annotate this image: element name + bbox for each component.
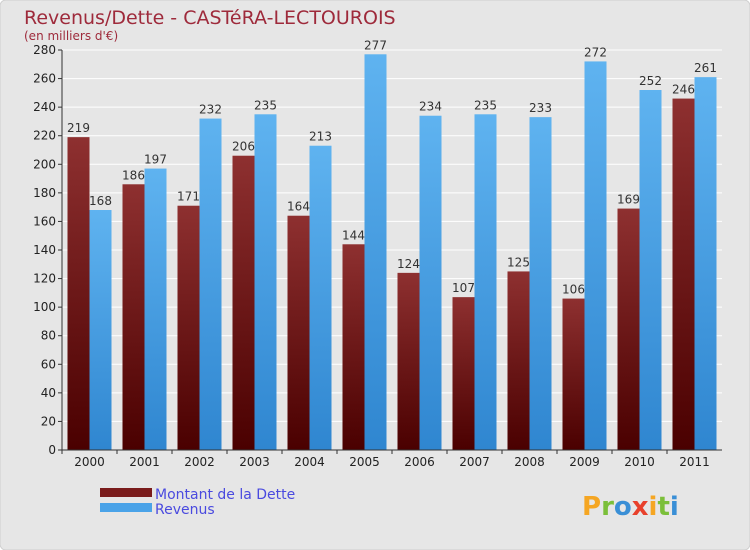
bar-dette bbox=[617, 208, 640, 450]
x-tick-label: 2003 bbox=[239, 455, 270, 469]
bar-dette bbox=[507, 271, 530, 450]
data-label: 206 bbox=[232, 140, 255, 154]
y-tick-label: 260 bbox=[33, 72, 56, 86]
bar-revenus bbox=[584, 61, 607, 451]
x-tick-label: 2008 bbox=[514, 455, 545, 469]
bar-revenus bbox=[694, 77, 717, 451]
data-label: 235 bbox=[474, 98, 497, 112]
data-label: 219 bbox=[67, 121, 90, 135]
logo-letter: o bbox=[614, 492, 632, 522]
proxiti-logo: Proxiti bbox=[582, 492, 679, 522]
logo-letter: i bbox=[649, 492, 658, 522]
bar-revenus bbox=[419, 115, 442, 450]
data-label: 164 bbox=[287, 200, 310, 214]
data-label: 186 bbox=[122, 168, 145, 182]
logo-letter: x bbox=[632, 492, 649, 522]
legend-label-debt: Montant de la Dette bbox=[155, 487, 295, 503]
logo-letter: r bbox=[601, 492, 614, 522]
bar-dette bbox=[452, 297, 475, 450]
data-label: 235 bbox=[254, 98, 277, 112]
data-label: 234 bbox=[419, 100, 442, 114]
data-label: 197 bbox=[144, 153, 167, 167]
x-tick-label: 2011 bbox=[679, 455, 710, 469]
y-tick-label: 200 bbox=[33, 157, 56, 171]
y-tick-label: 140 bbox=[33, 243, 56, 257]
bars-layer bbox=[67, 54, 717, 451]
data-label: 261 bbox=[694, 61, 717, 75]
data-label: 171 bbox=[177, 190, 200, 204]
chart-subtitle: (en milliers d'€) bbox=[24, 29, 118, 43]
data-label: 233 bbox=[529, 101, 552, 115]
x-tick-label: 2009 bbox=[569, 455, 600, 469]
x-axis-ticks: 2000 2001 2002 2003 2004 2005 2006 2007 2008 2009… bbox=[61, 450, 710, 469]
bar-dette bbox=[672, 98, 695, 451]
data-label: 106 bbox=[562, 283, 585, 297]
bar-revenus bbox=[529, 117, 552, 451]
bar-dette bbox=[122, 184, 145, 451]
bar-dette bbox=[397, 272, 420, 450]
bar-revenus bbox=[474, 114, 497, 451]
data-label: 124 bbox=[397, 257, 420, 271]
data-label: 272 bbox=[584, 45, 607, 59]
data-label: 125 bbox=[507, 255, 530, 269]
x-tick-label: 2000 bbox=[74, 455, 105, 469]
legend-swatch-revenus bbox=[100, 503, 152, 512]
data-label: 232 bbox=[199, 103, 222, 117]
x-tick-label: 2006 bbox=[404, 455, 435, 469]
bar-revenus bbox=[309, 145, 332, 450]
data-label: 168 bbox=[89, 194, 112, 208]
legend-label-revenus: Revenus bbox=[155, 502, 215, 518]
bar-dette bbox=[342, 244, 365, 450]
bar-dette bbox=[232, 155, 255, 450]
bar-dette bbox=[177, 205, 200, 450]
data-label: 107 bbox=[452, 281, 475, 295]
x-tick-label: 2004 bbox=[294, 455, 325, 469]
logo-letter: t bbox=[657, 492, 669, 522]
x-tick-label: 2010 bbox=[624, 455, 655, 469]
y-tick-label: 160 bbox=[33, 214, 56, 228]
y-tick-label: 80 bbox=[41, 329, 56, 343]
x-tick-label: 2007 bbox=[459, 455, 490, 469]
bar-revenus bbox=[364, 54, 387, 451]
x-tick-label: 2002 bbox=[184, 455, 215, 469]
y-tick-label: 60 bbox=[41, 357, 56, 371]
x-tick-label: 2005 bbox=[349, 455, 380, 469]
bar-dette bbox=[287, 215, 310, 450]
bar-revenus bbox=[254, 114, 277, 451]
bar-revenus bbox=[144, 168, 167, 451]
y-tick-label: 280 bbox=[33, 43, 56, 57]
y-tick-label: 240 bbox=[33, 100, 56, 114]
logo-wordmark: Proxiti bbox=[582, 492, 679, 522]
chart-title: Revenus/Dette - CASTéRA-LECTOUROIS bbox=[24, 7, 396, 29]
x-tick-label: 2001 bbox=[129, 455, 160, 469]
bar-revenus bbox=[639, 90, 662, 450]
data-label: 252 bbox=[639, 74, 662, 88]
y-tick-label: 0 bbox=[48, 443, 56, 457]
bar-dette bbox=[562, 298, 585, 450]
data-label: 277 bbox=[364, 38, 387, 52]
logo-letter: i bbox=[670, 492, 679, 522]
data-label: 144 bbox=[342, 228, 365, 242]
bar-revenus bbox=[199, 118, 222, 451]
bar-revenus bbox=[89, 210, 112, 450]
bar-dette bbox=[67, 137, 90, 450]
y-axis-ticks: 0 20 40 60 80 100 120 140 160 180 200 220 240 260 280 bbox=[33, 43, 62, 457]
data-label: 213 bbox=[309, 130, 332, 144]
data-label: 246 bbox=[672, 83, 695, 97]
y-tick-label: 180 bbox=[33, 186, 56, 200]
data-label: 169 bbox=[617, 193, 640, 207]
y-tick-label: 20 bbox=[41, 414, 56, 428]
y-tick-label: 100 bbox=[33, 300, 56, 314]
legend: Montant de la Dette Revenus bbox=[100, 487, 295, 518]
logo-letter: P bbox=[582, 492, 601, 522]
grid-layer bbox=[62, 49, 722, 451]
y-tick-label: 40 bbox=[41, 386, 56, 400]
y-tick-label: 120 bbox=[33, 272, 56, 286]
legend-swatch-debt bbox=[100, 488, 152, 497]
y-tick-label: 220 bbox=[33, 129, 56, 143]
